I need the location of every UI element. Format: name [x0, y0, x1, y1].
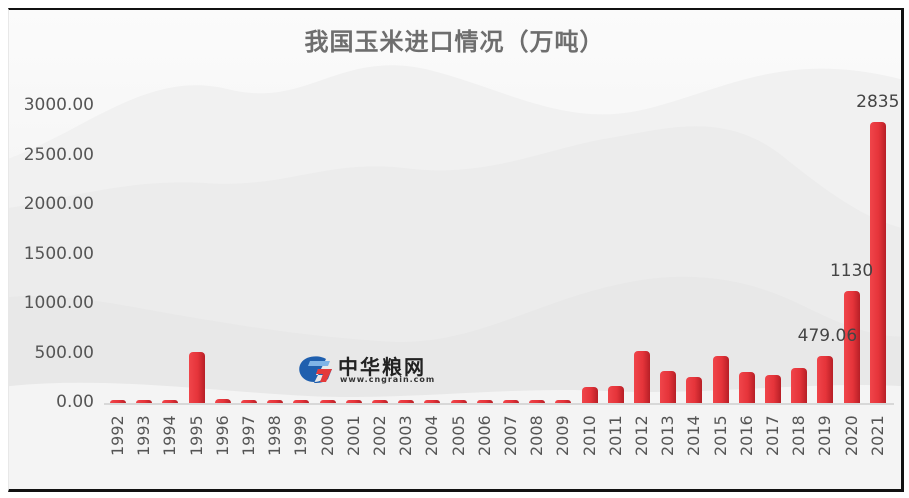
x-tick-label: 1999 [291, 415, 311, 456]
bar-1999[interactable] [293, 400, 310, 403]
cngrain-watermark: 中华粮网 www.cngrain.com [296, 355, 456, 385]
bar-1994[interactable] [162, 400, 179, 403]
bar-2018[interactable] [791, 368, 808, 403]
y-tick-label: 500.00 [34, 342, 94, 363]
x-tick-label: 2016 [736, 415, 756, 456]
data-label-2020: 1130 [829, 261, 874, 282]
bar-2000[interactable] [319, 400, 336, 403]
watermark-url: www.cngrain.com [340, 375, 436, 384]
x-tick-label: 2008 [527, 415, 547, 456]
bar-2015[interactable] [712, 356, 729, 403]
x-tick-label: 1992 [108, 415, 127, 456]
x-tick-label: 1997 [239, 415, 258, 456]
bar-2004[interactable] [424, 400, 441, 403]
bar-2020[interactable] [843, 291, 860, 403]
x-tick-label: 1998 [265, 415, 285, 456]
x-tick-label: 2018 [789, 415, 809, 456]
mountain-background [9, 65, 901, 489]
x-axis-line [104, 403, 894, 405]
x-tick-label: 2014 [684, 415, 704, 456]
x-tick-label: 2020 [841, 415, 861, 456]
y-tick-label: 2000.00 [23, 194, 94, 214]
bar-2016[interactable] [738, 371, 755, 403]
bar-1998[interactable] [267, 400, 284, 403]
bar-2003[interactable] [398, 400, 415, 403]
x-tick-label: 2015 [710, 415, 730, 456]
bar-2014[interactable] [686, 377, 703, 403]
bar-1995[interactable] [188, 351, 205, 403]
bar-2005[interactable] [450, 400, 467, 403]
x-tick-label: 1994 [160, 415, 180, 456]
bar-1993[interactable] [136, 400, 153, 403]
bar-2008[interactable] [529, 400, 546, 403]
chart-title: 我国玉米进口情况（万吨） [304, 28, 605, 56]
x-tick-label: 2000 [317, 415, 337, 456]
bar-2009[interactable] [555, 400, 572, 403]
bar-2002[interactable] [372, 400, 388, 403]
data-label-2019: 479.06 [797, 325, 858, 346]
bar-2021[interactable] [869, 122, 886, 403]
bar-2011[interactable] [607, 385, 624, 403]
bar-2006[interactable] [476, 400, 493, 403]
bar-2013[interactable] [660, 370, 677, 403]
x-tick-label: 1993 [134, 415, 154, 456]
cngrain-logo-icon [299, 356, 332, 383]
bar-1997[interactable] [241, 400, 257, 403]
y-tick-label: 1500.00 [23, 243, 94, 264]
bar-1996[interactable] [214, 398, 231, 403]
y-tick-label: 3000.00 [23, 95, 94, 115]
x-tick-label: 2007 [501, 415, 520, 456]
bar-2010[interactable] [581, 387, 598, 403]
bar-2012[interactable] [634, 351, 650, 403]
y-tick-label: 1000.00 [23, 293, 94, 313]
x-tick-label: 2001 [343, 415, 363, 456]
bar-2001[interactable] [345, 400, 362, 403]
data-label-2021: 2835 [856, 92, 900, 113]
x-tick-label: 2011 [605, 415, 625, 456]
x-tick-label: 2009 [553, 415, 573, 456]
x-tick-label: 2004 [422, 415, 442, 456]
x-tick-label: 2013 [658, 415, 678, 456]
y-tick-label: 0.00 [56, 392, 94, 412]
x-tick-label: 2010 [579, 415, 599, 456]
watermark-name: 中华粮网 [338, 355, 426, 379]
bar-2017[interactable] [765, 374, 781, 403]
x-tick-label: 2021 [867, 415, 887, 456]
x-tick-label: 1996 [212, 415, 232, 456]
x-tick-label: 2017 [763, 415, 782, 456]
x-tick-label: 2019 [815, 415, 835, 456]
bar-1992[interactable] [110, 400, 126, 403]
x-tick-label: 2006 [474, 415, 494, 456]
x-tick-label: 1995 [186, 415, 206, 456]
bar-2019[interactable] [817, 355, 834, 403]
x-tick-label: 2012 [632, 415, 651, 456]
y-tick-label: 2500.00 [23, 144, 94, 165]
x-tick-label: 2002 [370, 415, 389, 456]
bar-2007[interactable] [503, 400, 519, 403]
x-tick-label: 2005 [448, 415, 468, 456]
x-tick-label: 2003 [396, 415, 416, 456]
chart-frame [8, 8, 904, 492]
